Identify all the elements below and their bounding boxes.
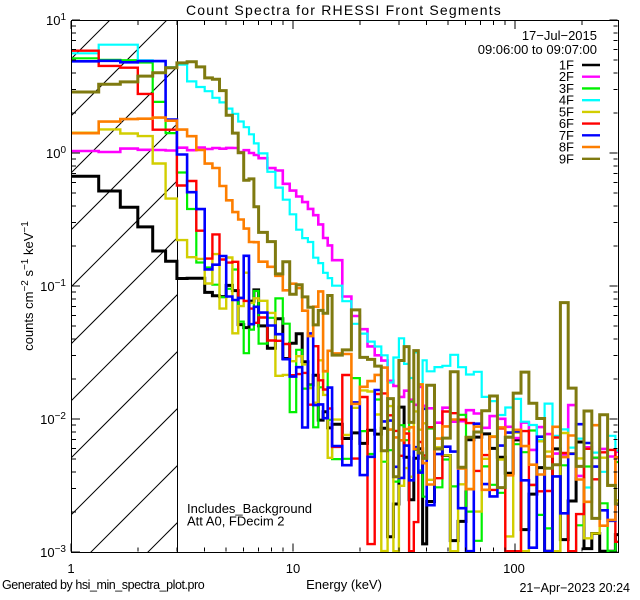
svg-text:17−Jul−2015: 17−Jul−2015 <box>522 28 597 43</box>
svg-text:5F: 5F <box>559 104 574 119</box>
svg-text:2F: 2F <box>559 69 574 84</box>
svg-text:10: 10 <box>286 561 300 576</box>
svg-text:8F: 8F <box>559 140 574 155</box>
svg-text:Includes_Background: Includes_Background <box>187 501 312 516</box>
svg-text:21−Apr−2023 20:24: 21−Apr−2023 20:24 <box>519 581 630 595</box>
svg-text:7F: 7F <box>559 128 574 143</box>
svg-text:09:06:00 to 09:07:00: 09:06:00 to 09:07:00 <box>478 42 597 57</box>
svg-text:100: 100 <box>503 561 525 576</box>
svg-text:1: 1 <box>67 561 74 576</box>
svg-text:6F: 6F <box>559 116 574 131</box>
svg-text:Att A0, FDecim 2: Att A0, FDecim 2 <box>187 514 285 529</box>
svg-text:9F: 9F <box>559 151 574 166</box>
svg-text:4F: 4F <box>559 93 574 108</box>
svg-text:counts cm−2 s−1 keV−1: counts cm−2 s−1 keV−1 <box>20 221 36 351</box>
svg-text:3F: 3F <box>559 81 574 96</box>
svg-text:1F: 1F <box>559 58 574 73</box>
svg-text:Count Spectra for RHESSI Front: Count Spectra for RHESSI Front Segments <box>186 2 502 18</box>
svg-text:Generated by hsi_min_spectra_p: Generated by hsi_min_spectra_plot.pro <box>2 578 205 592</box>
svg-text:Energy (keV): Energy (keV) <box>306 577 382 592</box>
